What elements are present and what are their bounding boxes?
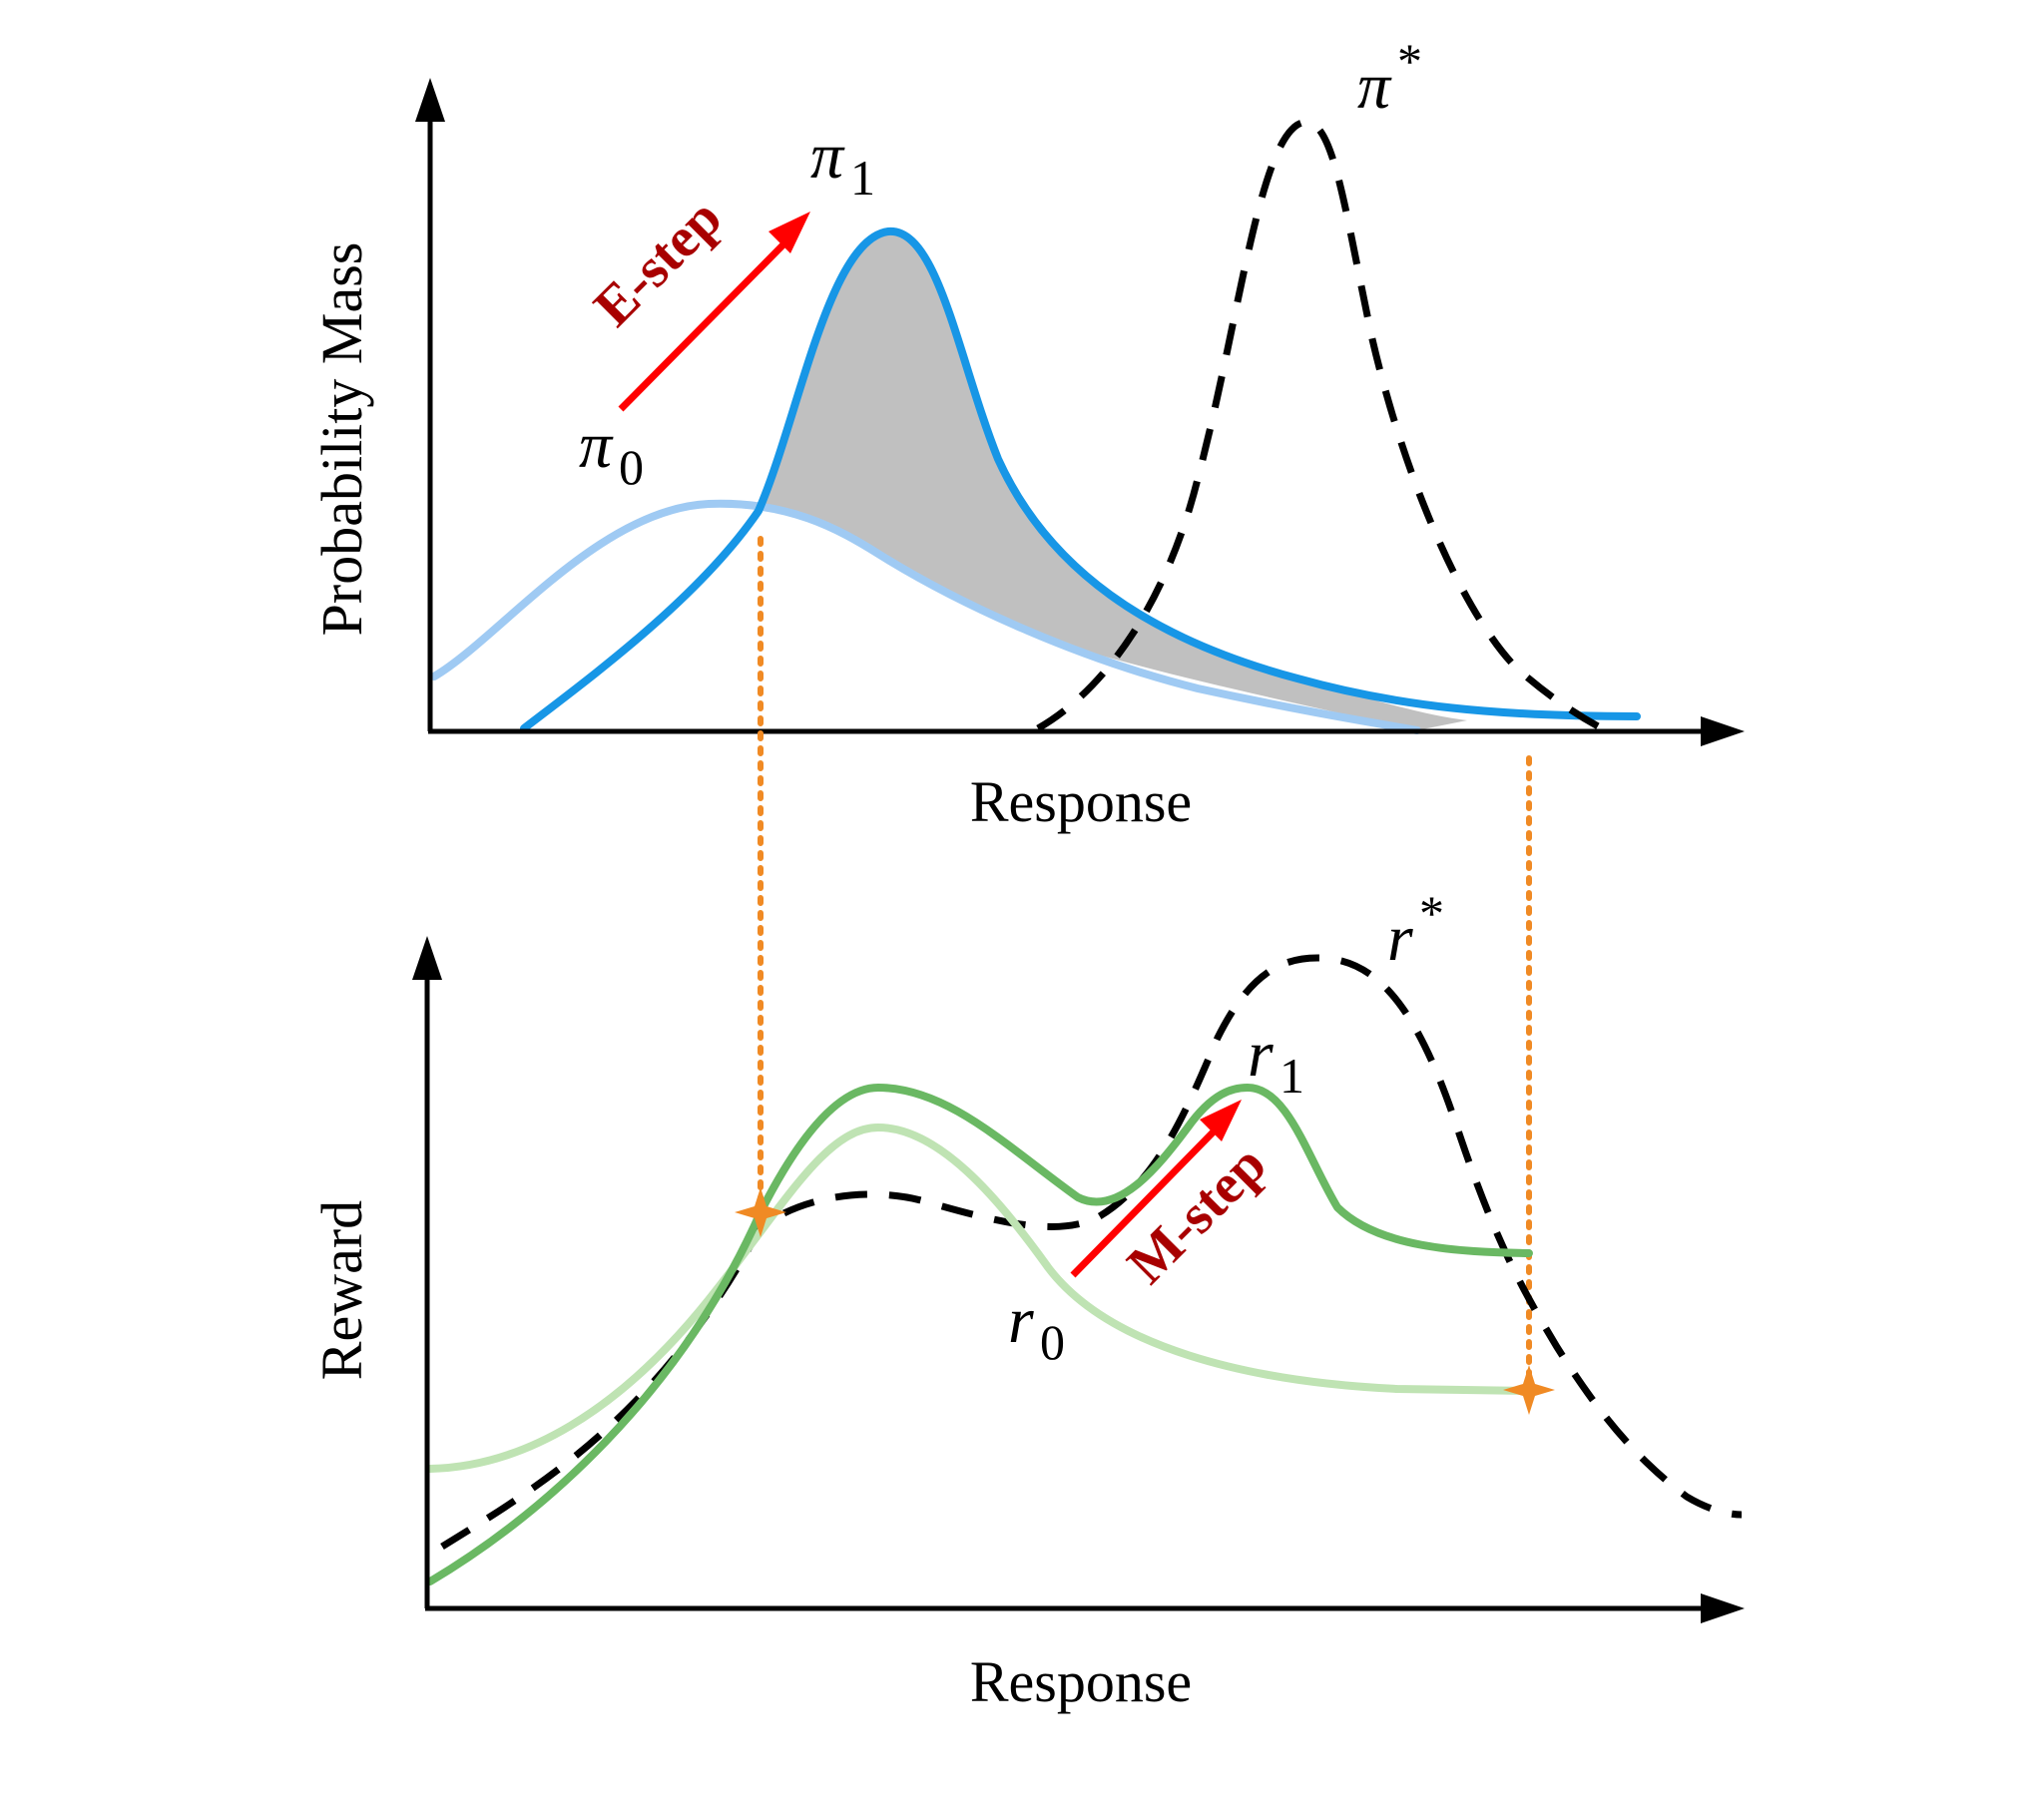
connectors [758,536,1532,1392]
e-step-arrow [618,236,791,412]
pi0-label: π 0 [579,409,644,495]
top-y-axis-arrowhead [415,78,445,122]
bottom-x-axis-arrowhead [1701,1593,1745,1623]
r-star-label-symbol: r [1387,902,1413,975]
top-y-axis-label: Probability Mass [309,242,374,637]
bottom-panel: Reward Response M-step r 0 r 1 r * [309,885,1745,1714]
left-star-marker [735,1187,786,1237]
r1-label-subscript: 1 [1279,1048,1304,1104]
bottom-y-axis-label: Reward [309,1200,374,1380]
r1-curve [426,1084,1533,1585]
top-x-axis-label: Response [970,769,1192,834]
pi0-curve [430,499,1421,734]
r0-label-symbol: r [1008,1284,1034,1357]
pi1-label: π 1 [810,120,875,206]
pi1-label-subscript: 1 [850,150,875,206]
pi-star-curve [1036,119,1604,732]
bottom-x-axis-label: Response [970,1649,1192,1714]
m-step-label: M-step [1116,1133,1278,1296]
m-step-arrowhead [1200,1100,1242,1141]
r0-label-subscript: 0 [1040,1314,1065,1370]
r0-curve [426,1124,1533,1473]
pi1-curve [520,226,1641,732]
m-step-arrow [1070,1125,1221,1278]
pi-star-label-superscript: * [1397,33,1422,89]
right-star-marker [1503,1365,1555,1415]
pi0-label-symbol: π [579,409,614,482]
r1-label: r 1 [1248,1018,1304,1104]
e-step-arrowhead [768,212,810,253]
top-x-axis-arrowhead [1701,716,1745,746]
top-panel: Probability Mass Response E-step π 0 π 1… [309,33,1745,834]
pi0-label-subscript: 0 [619,439,644,495]
r-star-label: r * [1387,885,1444,975]
r1-label-symbol: r [1248,1018,1274,1091]
pi-star-label: π * [1357,33,1422,123]
r-star-label-superscript: * [1419,885,1444,941]
r0-label: r 0 [1008,1284,1065,1370]
pi1-label-symbol: π [810,120,845,193]
shaded-difference-region [759,230,1467,730]
pi-star-label-symbol: π [1357,50,1392,123]
bottom-y-axis-arrowhead [412,936,442,980]
